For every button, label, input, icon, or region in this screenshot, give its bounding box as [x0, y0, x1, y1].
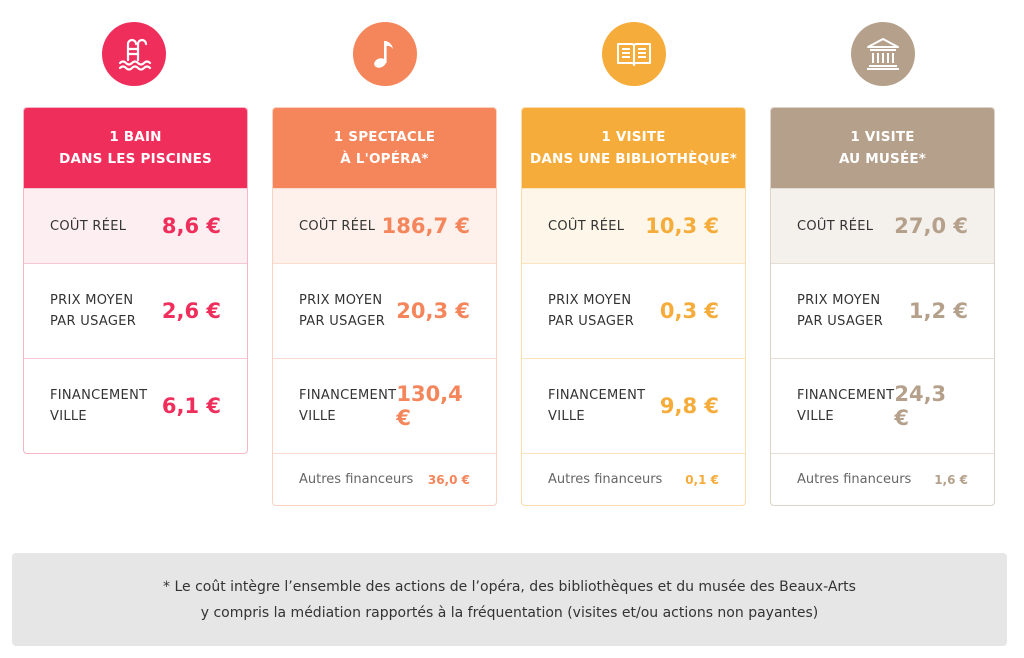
- prix-moyen-row: PRIX MOYEN PAR USAGER 0,3 €: [522, 263, 745, 358]
- financement-ville-row: FINANCEMENT VILLE 6,1 €: [24, 358, 247, 453]
- card-header: 1 BAIN DANS LES PISCINES: [24, 108, 247, 188]
- cout-reel-label: COÛT RÉEL: [797, 218, 874, 234]
- card-title-line1: 1 VISITE: [850, 129, 915, 145]
- prix-moyen-label-line2: PAR USAGER: [299, 314, 386, 329]
- prix-moyen-row: PRIX MOYEN PAR USAGER 2,6 €: [24, 263, 247, 358]
- financement-label-line1: FINANCEMENT: [797, 388, 895, 403]
- financement-ville-label: FINANCEMENT VILLE: [797, 385, 894, 427]
- cout-reel-row: COÛT RÉEL 8,6 €: [24, 188, 247, 263]
- prix-moyen-label-line2: PAR USAGER: [50, 314, 137, 329]
- autres-financeurs-label: Autres financeurs: [299, 472, 414, 487]
- card-title-line2: DANS UNE BIBLIOTHÈQUE*: [529, 151, 738, 167]
- financement-label-line1: FINANCEMENT: [299, 388, 397, 403]
- footnote-line1: * Le coût intègre l’ensemble des actions…: [163, 578, 856, 595]
- financement-label-line2: VILLE: [548, 409, 585, 424]
- cout-reel-row: COÛT RÉEL 10,3 €: [522, 188, 745, 263]
- prix-moyen-row: PRIX MOYEN PAR USAGER 1,2 €: [771, 263, 994, 358]
- prix-moyen-value: 0,3 €: [659, 299, 719, 323]
- financement-ville-row: FINANCEMENT VILLE 9,8 €: [522, 358, 745, 453]
- prix-moyen-value: 1,2 €: [908, 299, 968, 323]
- prix-moyen-label: PRIX MOYEN PAR USAGER: [797, 290, 883, 332]
- card-header: 1 SPECTACLE À L'OPÉRA*: [273, 108, 496, 188]
- footnote-line2: y compris la médiation rapportés à la fr…: [200, 604, 819, 621]
- card-title-line1: 1 SPECTACLE: [333, 129, 436, 145]
- cout-reel-row: COÛT RÉEL 186,7 €: [273, 188, 496, 263]
- card-title-line2: DANS LES PISCINES: [59, 151, 212, 167]
- financement-ville-row: FINANCEMENT VILLE 130,4 €: [273, 358, 496, 453]
- financement-label-line1: FINANCEMENT: [50, 388, 148, 403]
- card-title-line1: 1 VISITE: [601, 129, 666, 145]
- financement-label-line1: FINANCEMENT: [548, 388, 646, 403]
- financement-ville-label: FINANCEMENT VILLE: [299, 385, 396, 427]
- prix-moyen-value: 2,6 €: [161, 299, 221, 323]
- cout-reel-row: COÛT RÉEL 27,0 €: [771, 188, 994, 263]
- prix-moyen-label-line2: PAR USAGER: [548, 314, 635, 329]
- autres-financeurs-label: Autres financeurs: [548, 472, 663, 487]
- financement-ville-value: 9,8 €: [659, 394, 719, 418]
- prix-moyen-label: PRIX MOYEN PAR USAGER: [299, 290, 385, 332]
- cout-reel-label: COÛT RÉEL: [548, 218, 625, 234]
- cout-reel-label: COÛT RÉEL: [50, 218, 127, 234]
- footnote-box: * Le coût intègre l’ensemble des actions…: [12, 553, 1007, 646]
- cout-reel-value: 8,6 €: [161, 214, 221, 238]
- book-icon-circle: [602, 22, 666, 86]
- autres-financeurs-label: Autres financeurs: [797, 472, 912, 487]
- cout-reel-label: COÛT RÉEL: [299, 218, 376, 234]
- prix-moyen-label: PRIX MOYEN PAR USAGER: [548, 290, 634, 332]
- prix-moyen-label-line1: PRIX MOYEN: [299, 293, 383, 308]
- card-header: 1 VISITE AU MUSÉE*: [771, 108, 994, 188]
- prix-moyen-row: PRIX MOYEN PAR USAGER 20,3 €: [273, 263, 496, 358]
- card-musee: 1 VISITE AU MUSÉE* COÛT RÉEL 27,0 € PRIX…: [770, 107, 995, 506]
- financement-label-line2: VILLE: [797, 409, 834, 424]
- card-title-line2: AU MUSÉE*: [838, 151, 927, 167]
- museum-icon-circle: [851, 22, 915, 86]
- prix-moyen-label-line2: PAR USAGER: [797, 314, 884, 329]
- autres-financeurs-row: Autres financeurs 0,1 €: [522, 453, 745, 505]
- card-opera: 1 SPECTACLE À L'OPÉRA* COÛT RÉEL 186,7 €…: [272, 107, 497, 506]
- cout-reel-value: 10,3 €: [645, 214, 719, 238]
- financement-label-line2: VILLE: [50, 409, 87, 424]
- prix-moyen-label-line1: PRIX MOYEN: [50, 293, 134, 308]
- pool-ladder-icon: [118, 38, 152, 71]
- music-note-icon: [374, 41, 393, 68]
- autres-financeurs-row: Autres financeurs 1,6 €: [771, 453, 994, 505]
- card-header: 1 VISITE DANS UNE BIBLIOTHÈQUE*: [522, 108, 745, 188]
- financement-ville-value: 6,1 €: [161, 394, 221, 418]
- card-title-line2: À L'OPÉRA*: [340, 151, 429, 167]
- open-book-icon: [617, 43, 651, 66]
- cout-reel-value: 27,0 €: [894, 214, 968, 238]
- autres-financeurs-value: 0,1 €: [685, 472, 719, 487]
- prix-moyen-label-line1: PRIX MOYEN: [548, 293, 632, 308]
- financement-label-line2: VILLE: [299, 409, 336, 424]
- financement-ville-label: FINANCEMENT VILLE: [50, 385, 147, 427]
- financement-ville-value: 130,4 €: [396, 382, 463, 430]
- music-icon-circle: [353, 22, 417, 86]
- autres-financeurs-value: 1,6 €: [934, 472, 968, 487]
- financement-ville-label: FINANCEMENT VILLE: [548, 385, 645, 427]
- financement-ville-row: FINANCEMENT VILLE 24,3 €: [771, 358, 994, 453]
- card-bibliotheque: 1 VISITE DANS UNE BIBLIOTHÈQUE* COÛT RÉE…: [521, 107, 746, 506]
- financement-ville-value: 24,3 €: [894, 382, 947, 430]
- prix-moyen-label-line1: PRIX MOYEN: [797, 293, 881, 308]
- autres-financeurs-row: Autres financeurs 36,0 €: [273, 453, 496, 505]
- museum-icon: [867, 38, 899, 70]
- prix-moyen-value: 20,3 €: [396, 299, 470, 323]
- cout-reel-value: 186,7 €: [381, 214, 470, 238]
- card-piscines: 1 BAIN DANS LES PISCINES COÛT RÉEL 8,6 €…: [23, 107, 248, 454]
- card-title-line1: 1 BAIN: [109, 129, 162, 145]
- prix-moyen-label: PRIX MOYEN PAR USAGER: [50, 290, 136, 332]
- autres-financeurs-value: 36,0 €: [427, 472, 470, 487]
- pool-icon-circle: [102, 22, 166, 86]
